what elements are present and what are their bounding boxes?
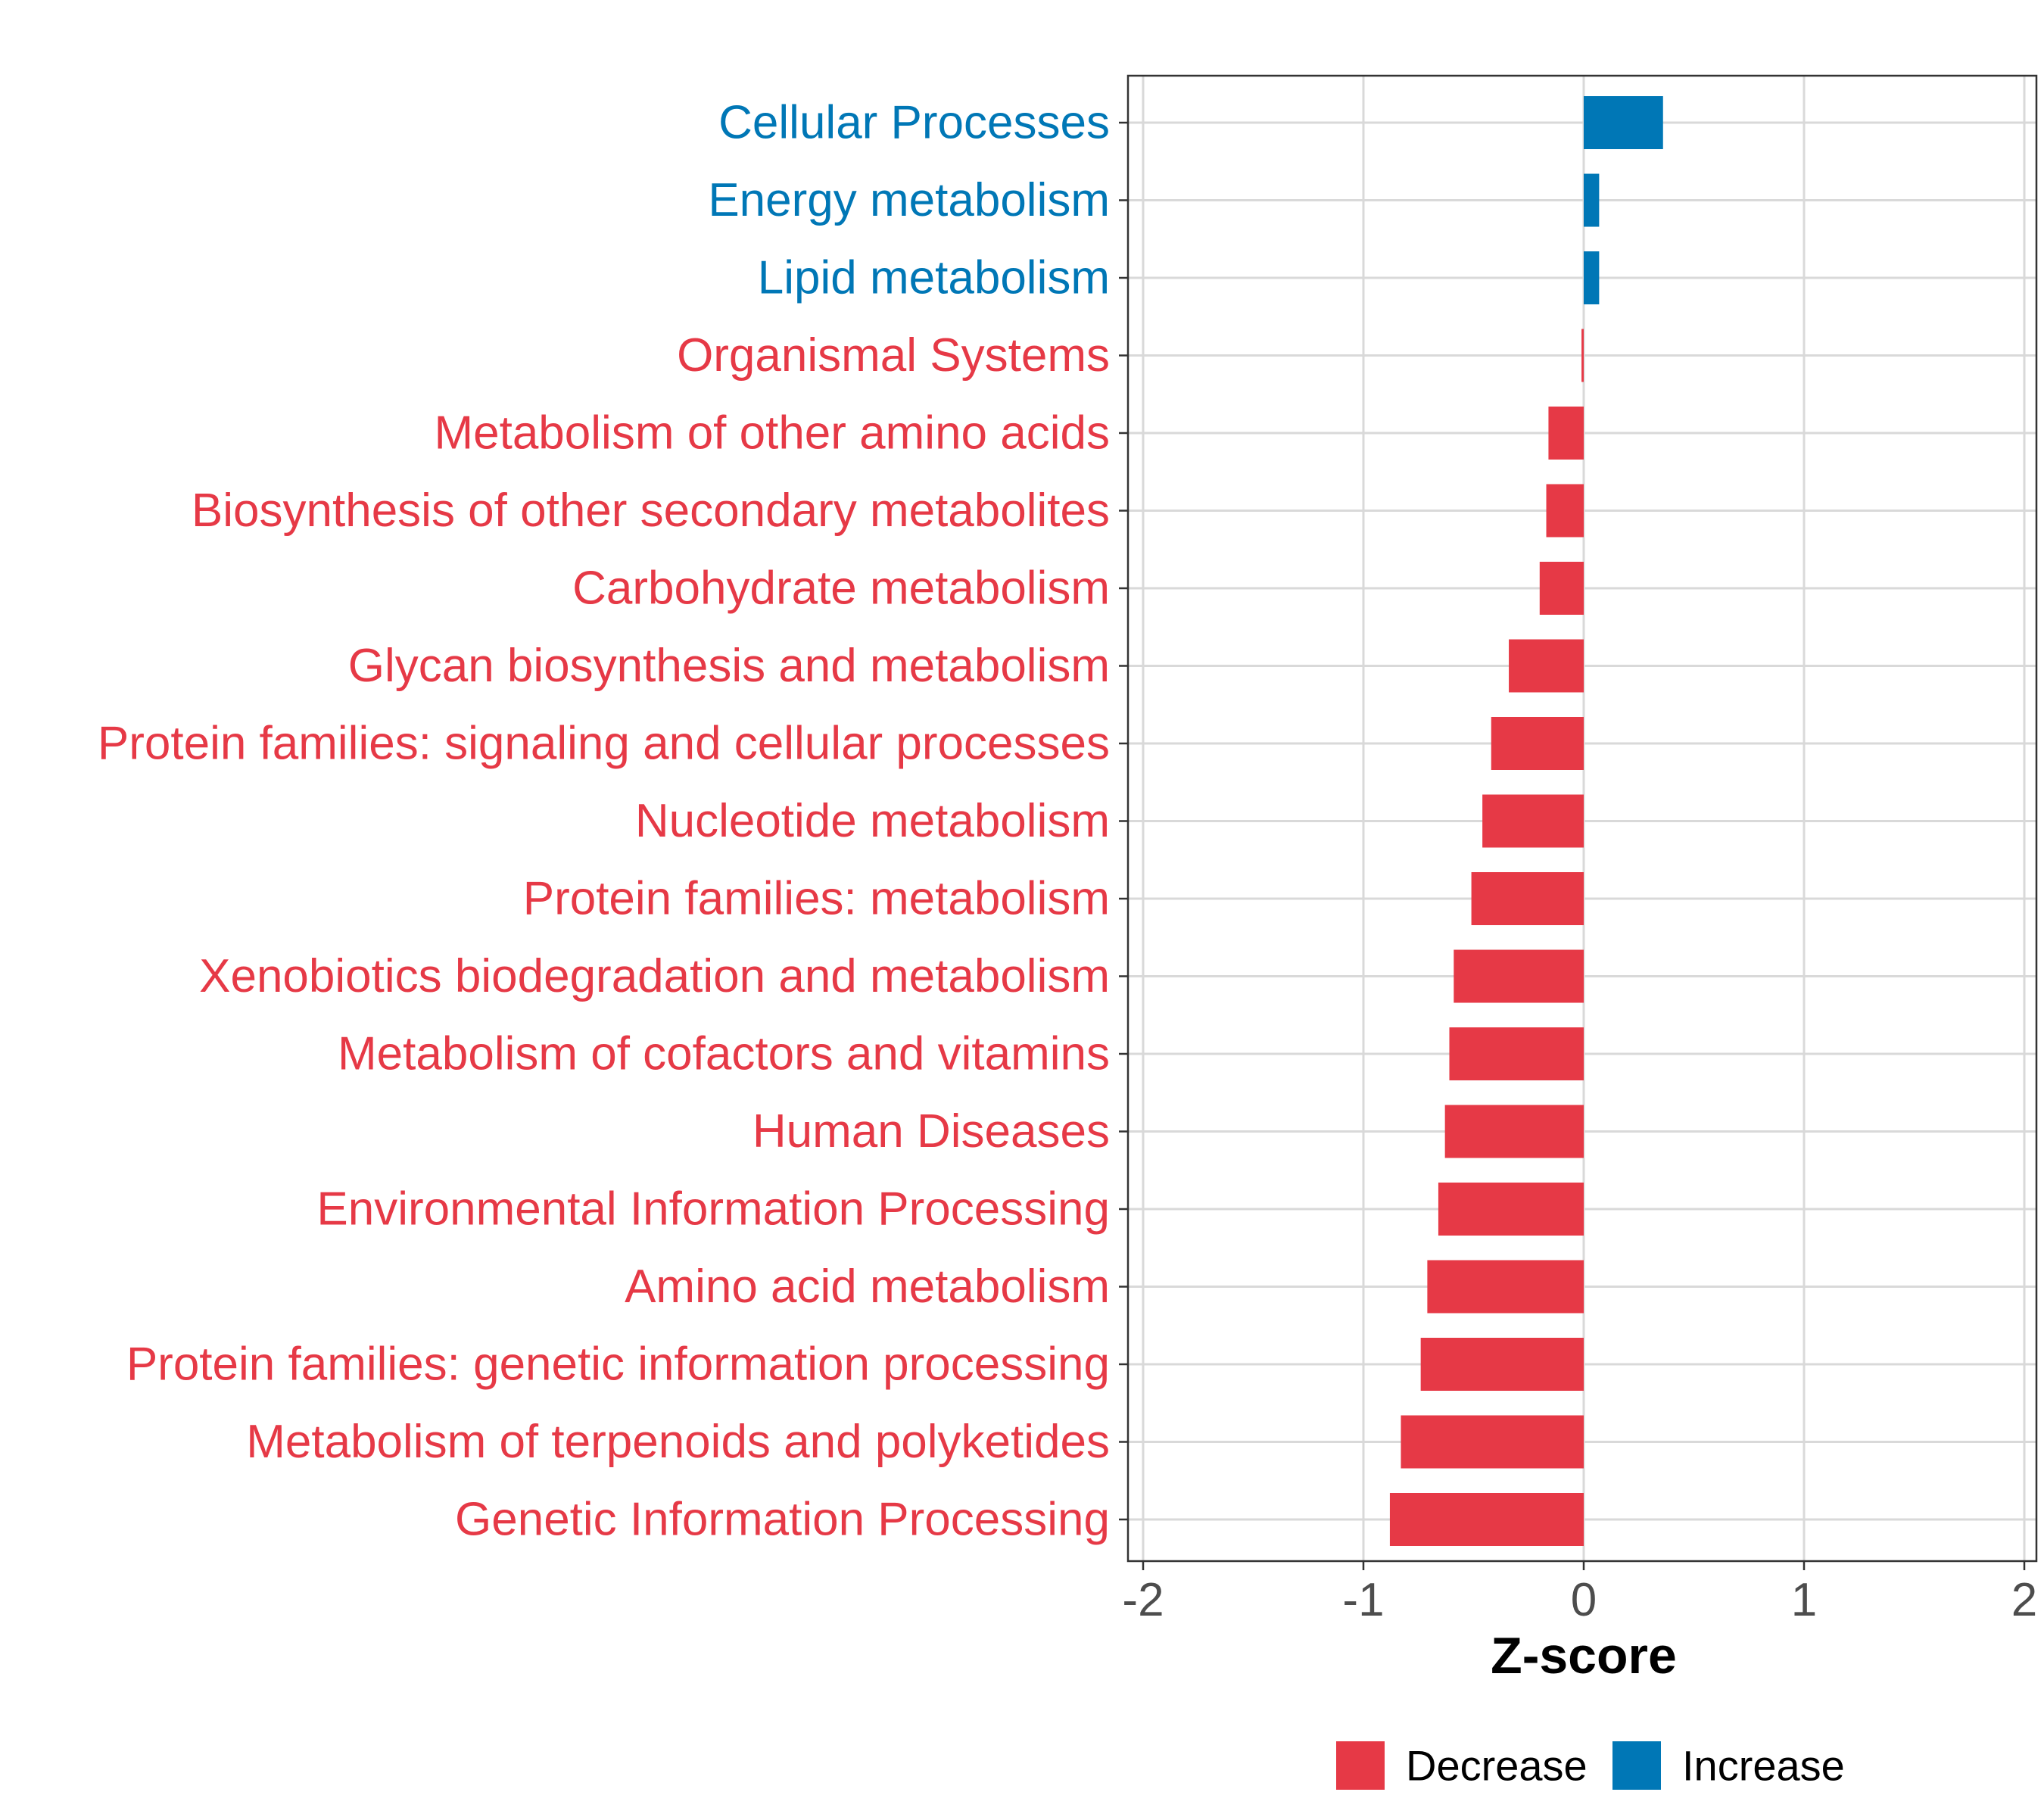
bar-cellular-processes bbox=[1584, 96, 1663, 149]
bar-energy-metabolism bbox=[1584, 173, 1600, 227]
category-label: Glycan biosynthesis and metabolism bbox=[348, 640, 1110, 692]
legend-label-decrease: Decrease bbox=[1406, 1742, 1588, 1790]
category-label: Energy metabolism bbox=[708, 174, 1110, 226]
bar-nucleotide-metabolism bbox=[1482, 794, 1584, 848]
x-tick-label: 0 bbox=[1571, 1574, 1597, 1626]
x-tick-label: 2 bbox=[2011, 1574, 2037, 1626]
category-label: Lipid metabolism bbox=[758, 252, 1110, 304]
category-label: Amino acid metabolism bbox=[625, 1261, 1110, 1313]
bar-human-diseases bbox=[1444, 1105, 1584, 1158]
x-axis-title: Z-score bbox=[1491, 1627, 1677, 1685]
category-label: Human Diseases bbox=[752, 1105, 1110, 1158]
bar-metabolism-of-cofactors-and-vitamins bbox=[1449, 1027, 1584, 1080]
bar-glycan-biosynthesis-and-metabolism bbox=[1509, 639, 1584, 693]
category-label: Organismal Systems bbox=[677, 329, 1110, 382]
x-tick-label: 1 bbox=[1791, 1574, 1817, 1626]
category-label: Metabolism of other amino acids bbox=[434, 407, 1110, 460]
category-label: Metabolism of terpenoids and polyketides bbox=[246, 1416, 1110, 1468]
bar-protein-families-signaling-and-cellular-processes bbox=[1491, 717, 1584, 770]
legend-key-increase bbox=[1612, 1741, 1661, 1790]
bar-carbohydrate-metabolism bbox=[1539, 562, 1584, 615]
x-tick-label: -2 bbox=[1122, 1574, 1164, 1626]
category-label: Xenobiotics biodegradation and metabolis… bbox=[199, 950, 1110, 1002]
category-label: Carbohydrate metabolism bbox=[572, 563, 1110, 615]
category-label: Biosynthesis of other secondary metaboli… bbox=[192, 485, 1110, 537]
bar-lipid-metabolism bbox=[1584, 251, 1600, 304]
bar-protein-families-genetic-information-processing bbox=[1420, 1338, 1584, 1391]
legend-key-decrease bbox=[1336, 1741, 1385, 1790]
bar-amino-acid-metabolism bbox=[1427, 1260, 1584, 1314]
category-label: Metabolism of cofactors and vitamins bbox=[338, 1028, 1110, 1080]
bar-environmental-information-processing bbox=[1438, 1183, 1584, 1236]
axis-ticks bbox=[1119, 121, 2026, 1570]
x-tick-labels: -2 -1 0 1 2 bbox=[1122, 1574, 2037, 1626]
category-label: Protein families: genetic information pr… bbox=[126, 1339, 1110, 1391]
category-label: Cellular Processes bbox=[718, 97, 1110, 149]
category-label: Nucleotide metabolism bbox=[635, 795, 1110, 847]
bar-genetic-information-processing bbox=[1389, 1493, 1584, 1546]
category-label: Protein families: signaling and cellular… bbox=[98, 718, 1110, 770]
bar-organismal-systems bbox=[1581, 329, 1584, 382]
bar-metabolism-of-terpenoids-and-polyketides bbox=[1401, 1415, 1584, 1469]
category-label: Genetic Information Processing bbox=[455, 1494, 1110, 1546]
bar-biosynthesis-of-other-secondary-metabolites bbox=[1546, 484, 1584, 538]
category-label: Protein families: metabolism bbox=[523, 873, 1110, 925]
bar-xenobiotics-biodegradation-and-metabolism bbox=[1454, 949, 1584, 1003]
plot-panel-border bbox=[1126, 74, 2038, 1563]
bar-metabolism-of-other-amino-acids bbox=[1548, 407, 1584, 460]
legend: Decrease Increase bbox=[1336, 1741, 1845, 1790]
legend-label-increase: Increase bbox=[1682, 1742, 1845, 1790]
category-labels: Cellular Processes Energy metabolism Lipid… bbox=[98, 97, 1110, 1546]
bars bbox=[1389, 96, 1663, 1546]
bar-protein-families-metabolism bbox=[1471, 872, 1584, 925]
category-label: Environmental Information Processing bbox=[316, 1183, 1110, 1236]
x-tick-label: -1 bbox=[1342, 1574, 1384, 1626]
